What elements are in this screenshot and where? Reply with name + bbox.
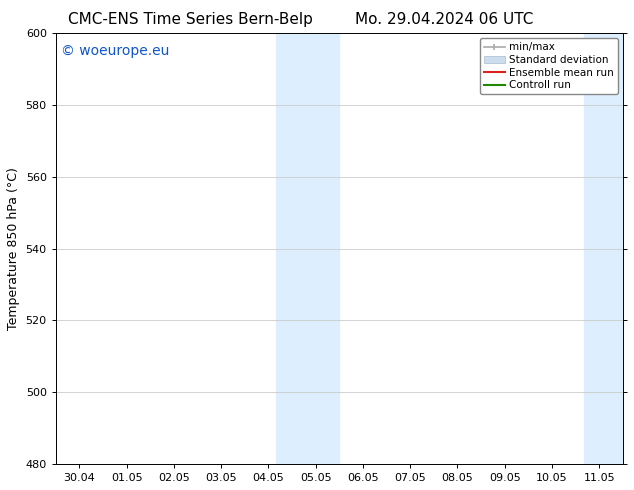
Y-axis label: Temperature 850 hPa (°C): Temperature 850 hPa (°C) [7,167,20,330]
Text: Mo. 29.04.2024 06 UTC: Mo. 29.04.2024 06 UTC [354,12,533,27]
Bar [584,33,634,464]
Legend: min/max, Standard deviation, Ensemble mean run, Controll run: min/max, Standard deviation, Ensemble me… [479,38,618,95]
Bar [276,33,339,464]
Text: © woeurope.eu: © woeurope.eu [61,44,170,58]
Text: CMC-ENS Time Series Bern-Belp: CMC-ENS Time Series Bern-Belp [68,12,313,27]
